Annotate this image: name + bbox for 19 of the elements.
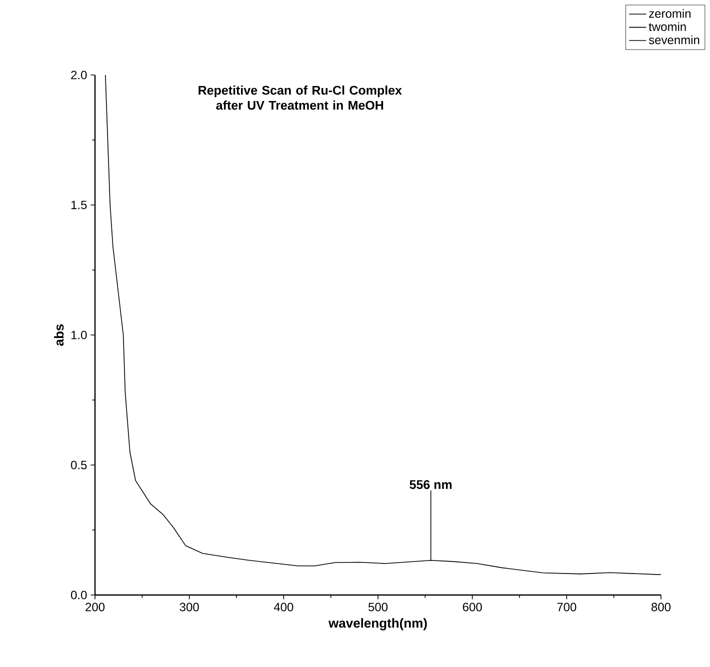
y-tick-label: 2.0 <box>71 70 87 80</box>
x-axis-title: wavelength(nm) <box>328 618 427 630</box>
x-tick-label: 700 <box>557 602 576 612</box>
legend-label: sevenmin <box>648 35 700 44</box>
x-tick-label: 800 <box>652 602 671 612</box>
x-tick-label: 400 <box>274 602 294 612</box>
legend-label: zeromin <box>649 9 690 18</box>
annotation: 556 nm <box>410 480 452 490</box>
x-tick-label: 500 <box>368 602 388 612</box>
legend-label: twomin <box>648 22 686 31</box>
y-tick-label: 1.5 <box>71 200 87 210</box>
y-tick-label: 1.0 <box>71 330 87 340</box>
y-tick-label: 0.5 <box>70 460 87 470</box>
y-axis-title: abs <box>54 324 64 346</box>
x-tick-label: 200 <box>86 602 105 612</box>
y-tick-label: 0.0 <box>70 590 87 600</box>
text: Repetitive Scan of Ru-Cl Complex after UV Treatment in MeOH <box>198 86 402 110</box>
x-tick-label: 600 <box>462 602 482 612</box>
x-tick-label: 300 <box>180 602 199 612</box>
